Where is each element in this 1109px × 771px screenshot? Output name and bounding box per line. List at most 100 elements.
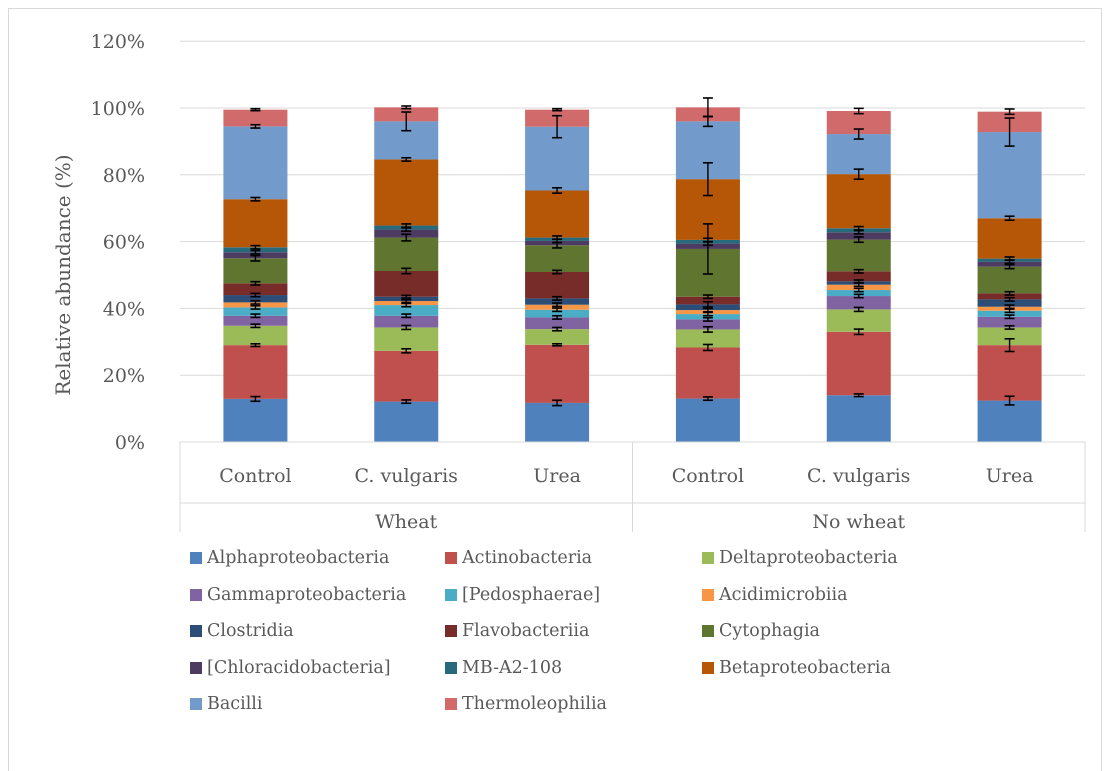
- error-bar: [702, 307, 713, 313]
- bar-segment: [223, 295, 288, 303]
- legend-swatch: [445, 625, 457, 637]
- error-bar: [552, 269, 563, 275]
- bar-segment: [374, 270, 439, 297]
- bar-segment: [525, 298, 590, 305]
- legend-label: Cytophagia: [719, 621, 820, 641]
- legend-swatch: [702, 552, 714, 564]
- error-bar: [853, 236, 864, 244]
- error-bar: [552, 307, 563, 313]
- legend-label: MB-A2-108: [462, 657, 563, 678]
- y-tick-label: 60%: [103, 232, 145, 254]
- bar-segment: [675, 319, 740, 330]
- error-bar: [702, 300, 713, 308]
- chart-frame: [8, 8, 1102, 771]
- error-bar: [853, 128, 864, 140]
- error-bar: [853, 287, 864, 293]
- bar-segment: [374, 401, 439, 442]
- error-bar: [1004, 296, 1015, 302]
- bar-segment: [826, 239, 891, 272]
- bar-segment: [977, 299, 1042, 307]
- error-bar: [401, 233, 412, 242]
- legend-label: Clostridia: [207, 621, 294, 641]
- bar-segment: [826, 111, 891, 135]
- error-bar: [250, 313, 261, 319]
- group-label: Wheat: [375, 511, 437, 533]
- legend-swatch: [445, 552, 457, 564]
- bar-segment: [977, 316, 1042, 328]
- bar-segment: [525, 329, 590, 345]
- error-bar: [702, 343, 713, 352]
- bar-segment: [525, 245, 590, 272]
- bar-segment: [223, 283, 288, 296]
- error-bar: [401, 267, 412, 275]
- bar-segment: [525, 309, 590, 318]
- bar-segment: [223, 345, 288, 399]
- x-tick-label: C. vulgaris: [355, 465, 458, 487]
- legend-item: Flavobacteriia: [445, 621, 589, 641]
- legend-swatch: [445, 661, 457, 674]
- y-tick-label: 20%: [103, 365, 145, 387]
- error-bar: [401, 111, 412, 132]
- x-tick-label: Control: [219, 465, 291, 487]
- error-bar: [401, 313, 412, 319]
- bar-segment: [223, 258, 288, 284]
- legend-swatch: [190, 661, 202, 674]
- error-bar: [1004, 337, 1015, 353]
- x-tick-label: Control: [672, 465, 744, 487]
- error-bar: [702, 294, 713, 300]
- bar-segment: [223, 199, 288, 248]
- y-tick-label: 120%: [91, 31, 145, 53]
- bar-segment: [525, 190, 590, 238]
- legend-swatch: [190, 698, 202, 710]
- bar-segment: [525, 271, 590, 299]
- bar-segment: [826, 290, 891, 297]
- error-bar: [401, 294, 412, 299]
- error-bar: [250, 107, 261, 112]
- bar-segment: [675, 347, 740, 399]
- legend-item: [Pedosphaerae]: [445, 585, 600, 605]
- bar-segment: [826, 395, 891, 442]
- y-tick-label: 80%: [103, 165, 145, 187]
- bars: [223, 107, 1042, 442]
- legend-label: [Pedosphaerae]: [462, 584, 601, 605]
- bar-segment: [525, 317, 590, 330]
- legend-item: Bacilli: [190, 694, 262, 714]
- error-bar: [552, 326, 563, 332]
- error-bar: [401, 156, 412, 162]
- error-bar: [853, 279, 864, 284]
- error-bar: [702, 396, 713, 402]
- legend-swatch: [702, 588, 714, 601]
- error-bar: [401, 105, 412, 110]
- error-bar: [853, 393, 864, 398]
- bar-segment: [223, 325, 288, 346]
- legend-label: [Chloracidobacteria]: [207, 657, 391, 678]
- error-bar: [853, 268, 864, 274]
- error-bar: [552, 314, 563, 320]
- legend-label: Actinobacteria: [462, 548, 593, 568]
- legend-item: [Chloracidobacteria]: [190, 658, 391, 678]
- group-label: No wheat: [812, 511, 905, 533]
- error-bars: [250, 97, 1015, 407]
- error-bar: [250, 196, 261, 202]
- legend-label: Flavobacteriia: [462, 621, 590, 641]
- error-bar: [853, 107, 864, 115]
- bar-segment: [826, 271, 891, 282]
- bar-segment: [977, 293, 1042, 300]
- error-bar: [250, 249, 261, 255]
- legend-label: Acidimicrobiia: [719, 584, 848, 605]
- error-bar: [552, 399, 563, 407]
- bar-segment: [826, 232, 891, 240]
- legend-item: Cytophagia: [702, 621, 820, 641]
- error-bar: [853, 225, 864, 231]
- y-tick-label: 0%: [115, 432, 145, 454]
- gridlines: [180, 40, 1085, 376]
- legend-swatch: [190, 588, 202, 601]
- error-bar: [552, 107, 563, 112]
- x-tick-label: C. vulgaris: [807, 465, 910, 487]
- legend-item: Thermoleophilia: [445, 694, 607, 714]
- error-bar: [702, 161, 713, 197]
- error-bar: [552, 302, 563, 308]
- bar-segment: [977, 345, 1042, 401]
- legend-item: MB-A2-108: [445, 658, 562, 678]
- error-bar: [702, 325, 713, 333]
